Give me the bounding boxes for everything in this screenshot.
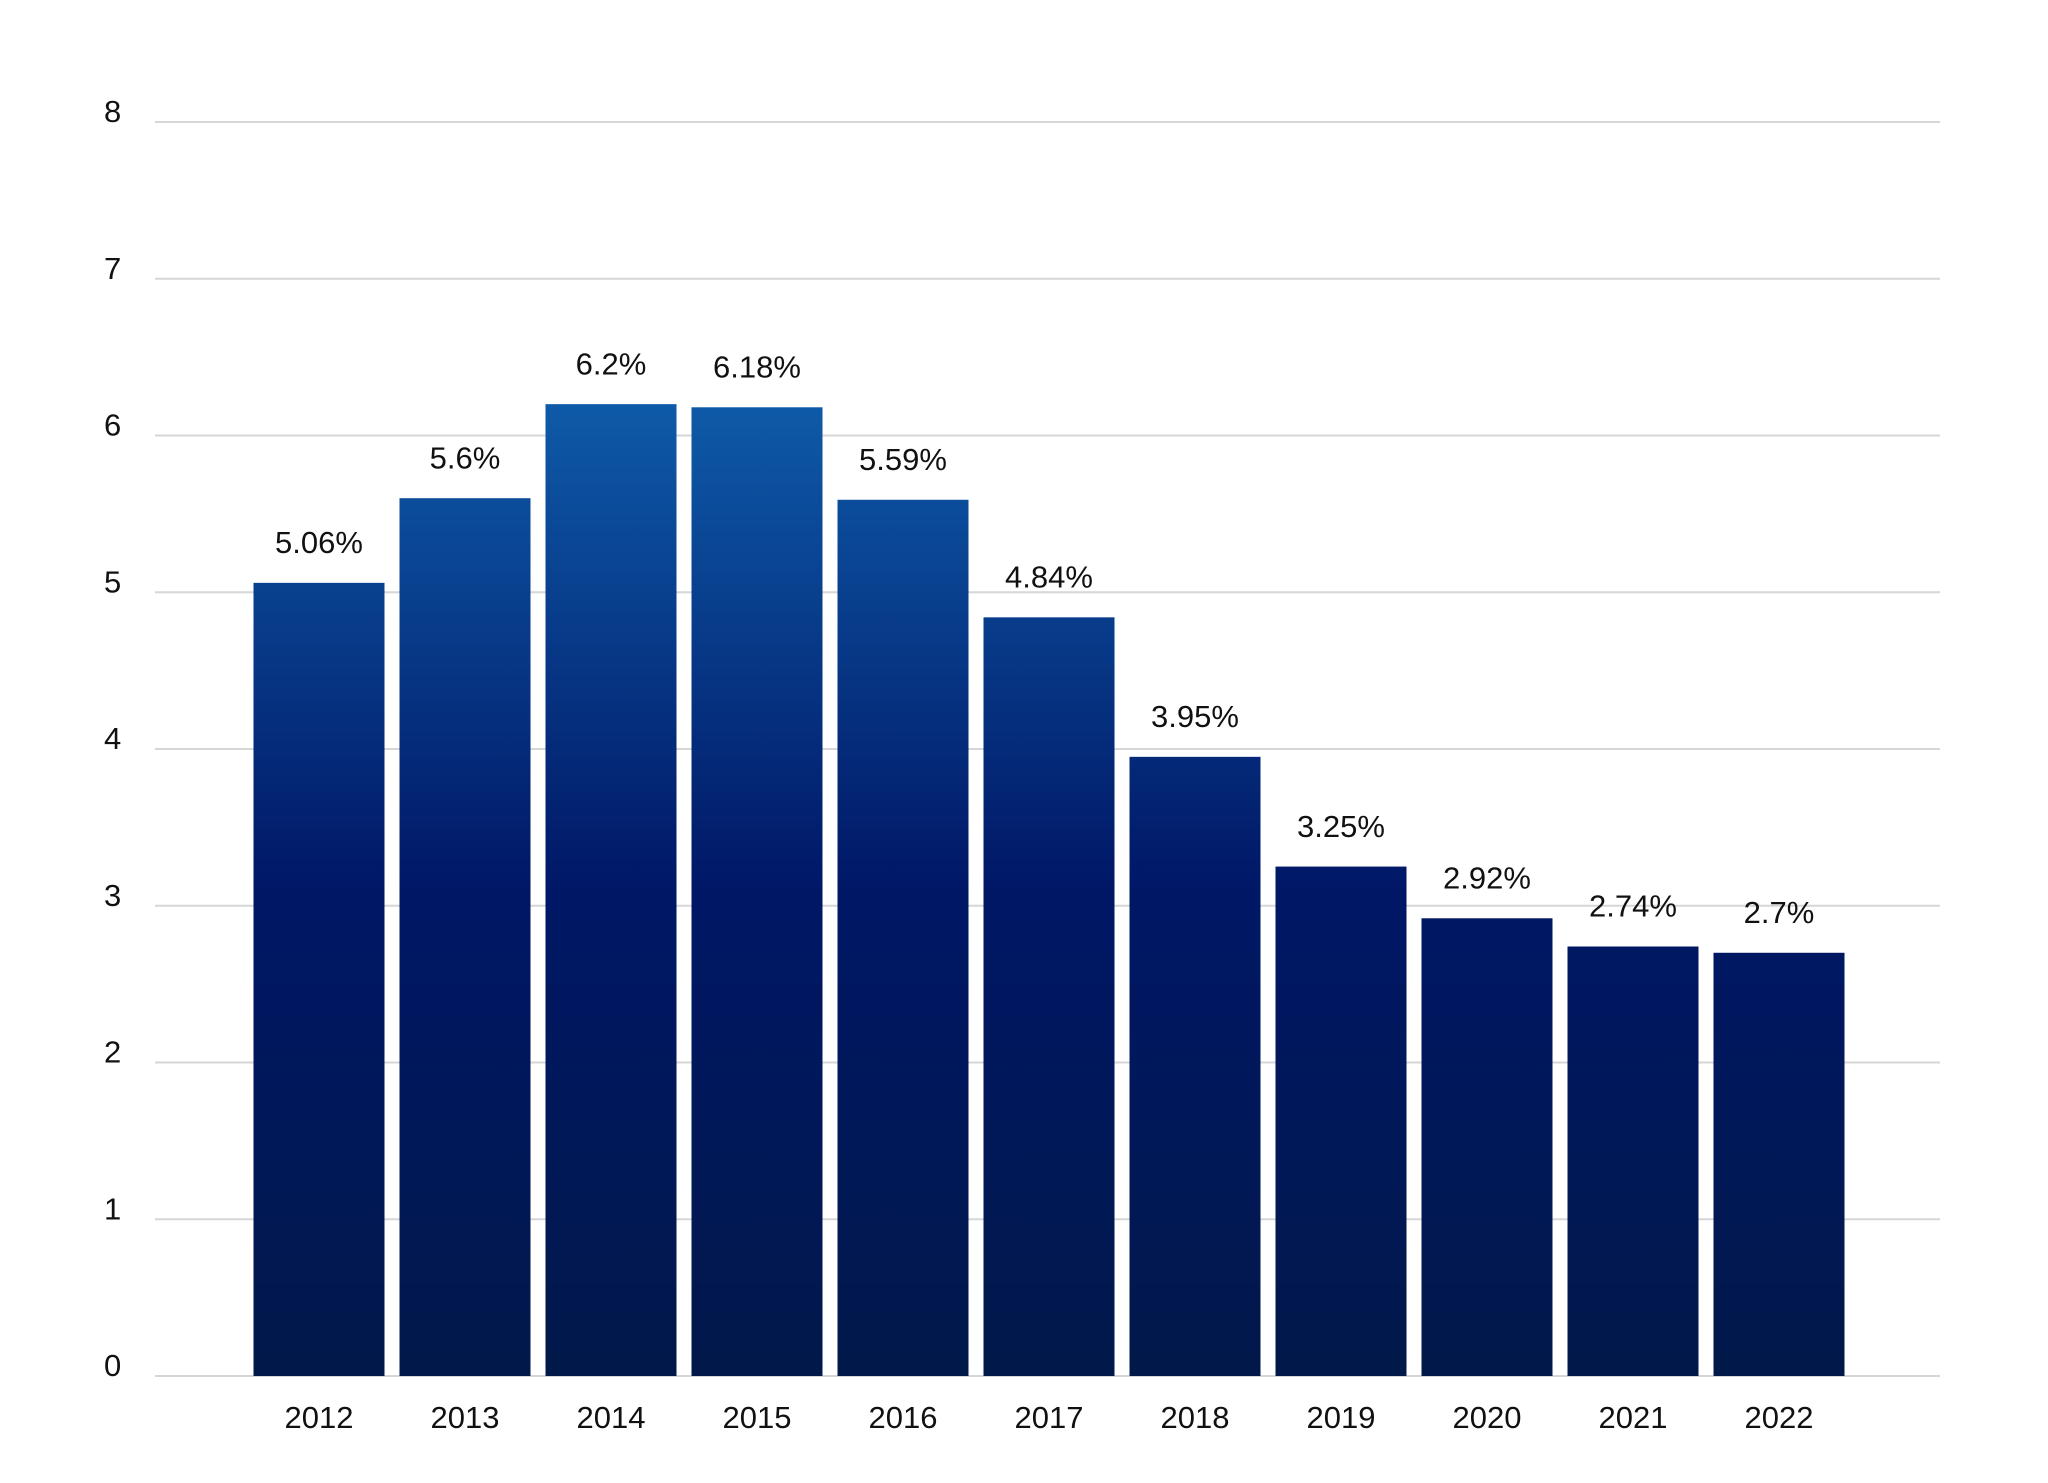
bar bbox=[691, 407, 823, 1376]
bar bbox=[253, 582, 385, 1376]
value-label: 2.92% bbox=[1443, 860, 1531, 895]
y-tick-label: 0 bbox=[104, 1348, 121, 1383]
value-label: 2.7% bbox=[1744, 895, 1815, 930]
bar bbox=[1421, 918, 1553, 1376]
bar bbox=[837, 499, 969, 1377]
x-tick-label: 2017 bbox=[1015, 1400, 1084, 1435]
value-label: 5.6% bbox=[430, 440, 501, 475]
y-tick-label: 7 bbox=[104, 251, 121, 286]
x-tick-label: 2012 bbox=[285, 1400, 354, 1435]
y-tick-label: 4 bbox=[104, 721, 121, 756]
x-tick-label: 2021 bbox=[1599, 1400, 1668, 1435]
y-tick-label: 2 bbox=[104, 1035, 121, 1070]
bar bbox=[1713, 952, 1845, 1376]
value-label: 6.18% bbox=[713, 349, 801, 384]
x-tick-label: 2018 bbox=[1161, 1400, 1230, 1435]
value-label: 6.2% bbox=[576, 346, 647, 381]
x-tick-label: 2020 bbox=[1453, 1400, 1522, 1435]
x-tick-label: 2015 bbox=[723, 1400, 792, 1435]
bar bbox=[983, 617, 1115, 1376]
y-tick-label: 6 bbox=[104, 408, 121, 443]
y-tick-label: 5 bbox=[104, 564, 121, 599]
value-label: 4.84% bbox=[1005, 560, 1093, 595]
x-tick-label: 2016 bbox=[869, 1400, 938, 1435]
bar bbox=[1129, 756, 1261, 1376]
y-tick-label: 8 bbox=[104, 94, 121, 129]
x-tick-label: 2013 bbox=[431, 1400, 500, 1435]
value-label: 2.74% bbox=[1589, 889, 1677, 924]
value-label: 5.59% bbox=[859, 442, 947, 477]
value-label: 5.06% bbox=[275, 525, 363, 560]
value-label: 3.25% bbox=[1297, 809, 1385, 844]
y-tick-label: 3 bbox=[104, 878, 121, 913]
x-tick-label: 2019 bbox=[1307, 1400, 1376, 1435]
value-label: 3.95% bbox=[1151, 699, 1239, 734]
bar bbox=[1567, 946, 1699, 1376]
bar bbox=[1275, 866, 1407, 1376]
bar bbox=[545, 404, 677, 1376]
x-tick-label: 2014 bbox=[577, 1400, 646, 1435]
bar bbox=[399, 498, 531, 1376]
x-tick-label: 2022 bbox=[1745, 1400, 1814, 1435]
y-tick-label: 1 bbox=[104, 1191, 121, 1226]
